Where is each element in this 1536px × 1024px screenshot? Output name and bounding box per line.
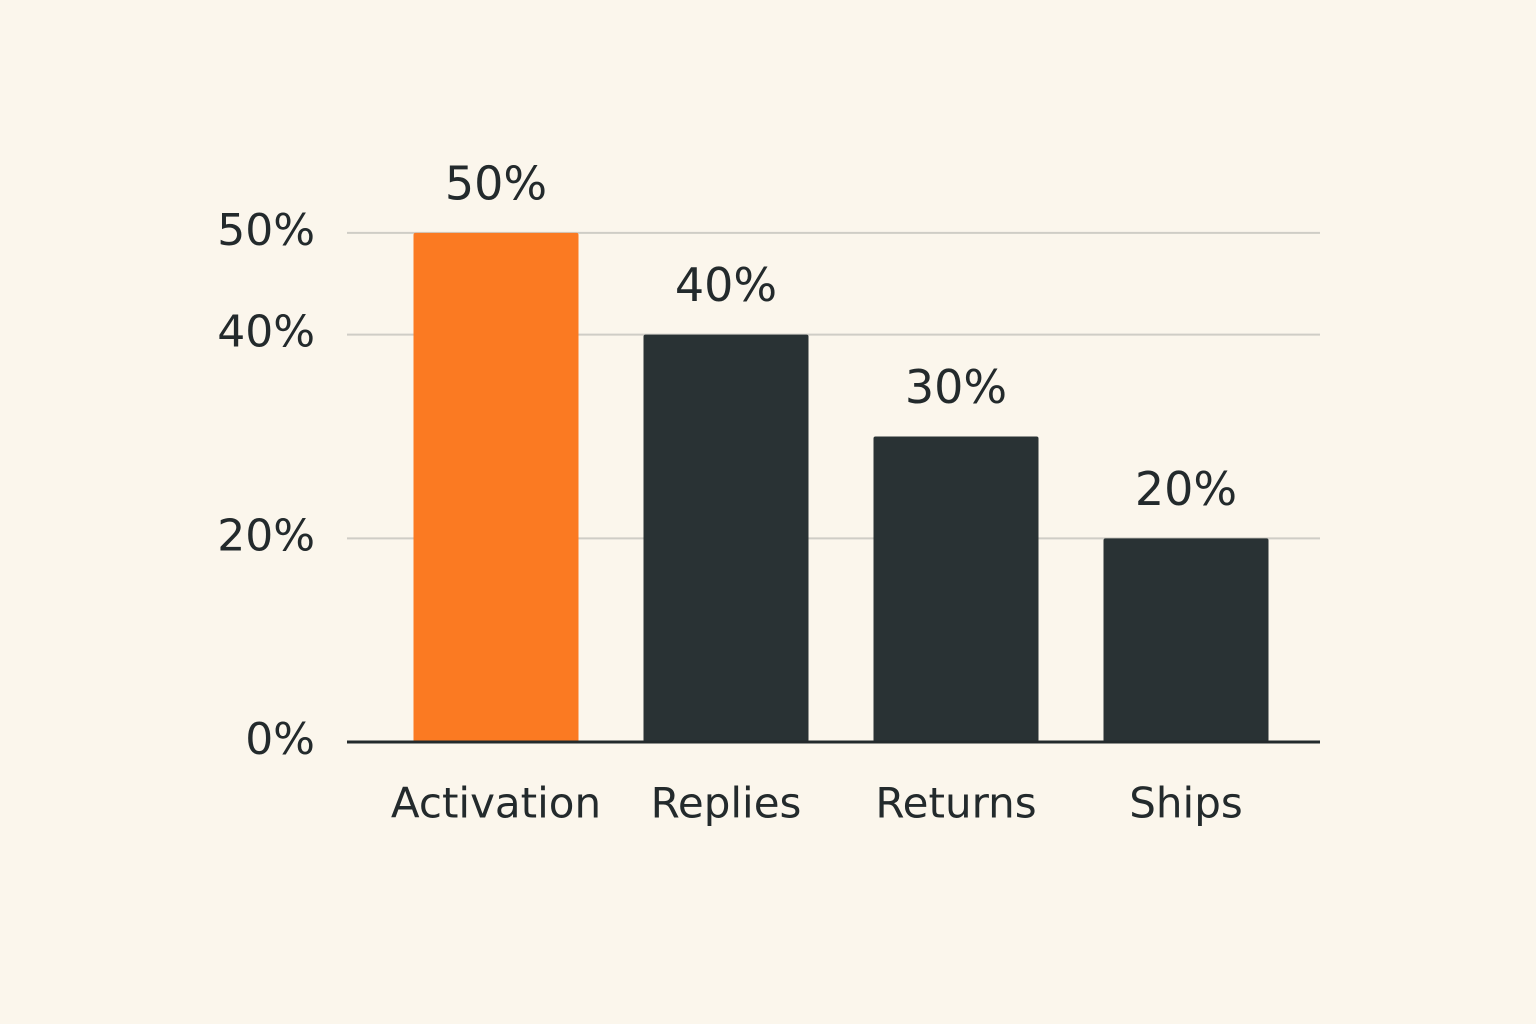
value-label: 30% [905, 360, 1007, 414]
value-label: 50% [445, 156, 547, 210]
bar [873, 436, 1039, 742]
value-label: 20% [1135, 462, 1237, 516]
y-tick-label: 40% [217, 307, 315, 358]
bar [1103, 538, 1269, 742]
x-tick-label: Ships [1129, 779, 1243, 828]
y-tick-label: 0% [245, 714, 315, 765]
bar [413, 232, 579, 743]
bar [643, 334, 809, 742]
x-tick-label: Returns [875, 779, 1036, 828]
y-tick-label: 50% [217, 205, 315, 256]
value-label: 40% [675, 258, 777, 312]
x-tick-label: Replies [651, 779, 802, 828]
x-tick-label: Activation [391, 779, 601, 828]
y-tick-label: 20% [217, 510, 315, 561]
